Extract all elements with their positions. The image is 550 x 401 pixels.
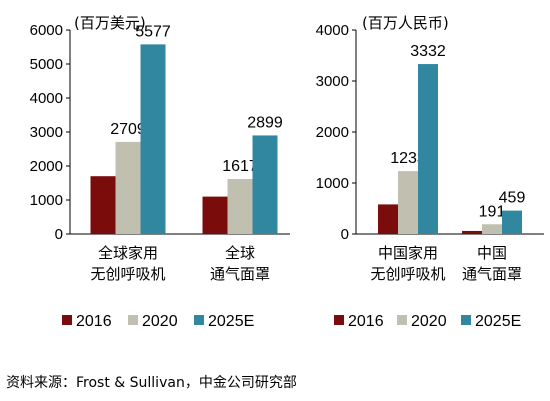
source-note: 资料来源：Frost & Sullivan，中金公司研究部: [6, 375, 297, 391]
y-tick-label: 0: [55, 226, 63, 243]
bar-2020-1-1: [115, 141, 141, 234]
data-label: 1617: [222, 158, 258, 175]
legend-swatch-2016: [62, 315, 72, 325]
y-tick-label: 4000: [30, 90, 63, 107]
legend-label: 2020: [411, 313, 447, 330]
y-tick-label: 3000: [30, 124, 63, 141]
unit-label: (百万美元): [74, 14, 146, 32]
legend-label: 2020: [142, 313, 178, 330]
y-tick-label: 6000: [30, 22, 63, 39]
y-tick-label: 2000: [316, 124, 349, 141]
y-tick-label: 0: [341, 226, 349, 243]
category-label: 无创呼吸机: [370, 265, 445, 283]
bar-2020-2-1: [398, 171, 418, 234]
category-label: 无创呼吸机: [90, 265, 165, 283]
category-label: 通气面罩: [210, 265, 270, 283]
category-label: 中国: [477, 244, 507, 262]
data-label: 2709: [110, 121, 146, 138]
data-label: 459: [499, 190, 526, 207]
y-tick-label: 2000: [30, 158, 63, 175]
data-label: 1233: [390, 150, 426, 167]
legend-label: 2025E: [475, 313, 521, 330]
category-label: 中国家用: [378, 244, 438, 262]
legend-swatch-2025e: [461, 315, 471, 325]
legend-label: 2016: [348, 313, 384, 330]
bar-2016-1-2: [202, 196, 228, 234]
bar-2016-1-1: [90, 176, 116, 234]
y-tick-label: 4000: [316, 22, 349, 39]
bar-2025e-1-2: [252, 135, 278, 234]
category-label: 全球家用: [98, 244, 158, 262]
bar-2016-2-1: [378, 204, 398, 234]
data-label: 191: [479, 203, 506, 220]
bar-2025e-2-2: [502, 210, 522, 234]
data-label: 2899: [247, 114, 283, 131]
data-label: 3332: [410, 43, 446, 60]
bar-2020-1-2: [227, 179, 253, 234]
y-tick-label: 1000: [316, 175, 349, 192]
category-label: 通气面罩: [462, 265, 522, 283]
y-tick-label: 3000: [316, 73, 349, 90]
data-label: 5577: [135, 23, 171, 40]
legend-label: 2025E: [208, 313, 254, 330]
legend-label: 2016: [76, 313, 112, 330]
y-tick-label: 1000: [30, 192, 63, 209]
legend-swatch-2020: [397, 315, 407, 325]
legend-swatch-2025e: [194, 315, 204, 325]
legend-swatch-2016: [334, 315, 344, 325]
bar-2025e-1-1: [140, 44, 166, 234]
bar-2025e-2-1: [418, 64, 438, 235]
bar-2020-2-2: [482, 224, 502, 234]
category-label: 全球: [225, 244, 255, 262]
bar-2016-2-2: [462, 230, 482, 234]
unit-label: (百万人民币): [362, 14, 449, 32]
y-tick-label: 5000: [30, 56, 63, 73]
legend-swatch-2020: [128, 315, 138, 325]
